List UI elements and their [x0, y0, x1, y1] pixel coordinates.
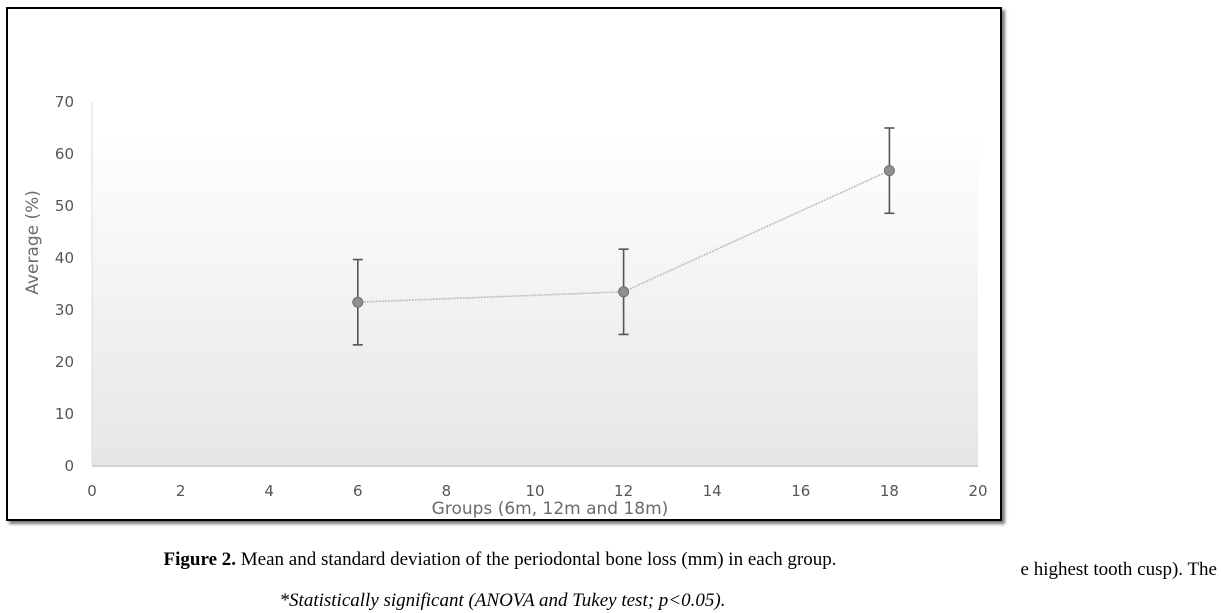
y-tick-label: 0 — [64, 457, 74, 475]
line-chart: 0 2 4 6 8 10 12 14 16 18 20 0 10 20 30 40 50 60 70 Groups … — [23, 93, 988, 519]
plot-area — [92, 132, 978, 466]
y-tick-label: 50 — [55, 197, 74, 215]
body-text-fragment: e highest tooth cusp). The — [1020, 559, 1217, 580]
chart-frame: 0 2 4 6 8 10 12 14 16 18 20 0 10 20 30 40 50 60 70 Groups … — [6, 7, 1002, 521]
y-tick-label: 10 — [55, 405, 74, 423]
data-point — [883, 165, 895, 177]
x-tick-label: 10 — [525, 482, 544, 500]
x-tick-label: 0 — [87, 482, 97, 500]
y-tick-label: 70 — [55, 93, 74, 111]
data-point — [618, 286, 630, 298]
y-tick-label: 40 — [55, 249, 74, 267]
x-tick-label: 2 — [176, 482, 186, 500]
x-tick-label: 6 — [353, 482, 363, 500]
y-tick-label: 20 — [55, 353, 74, 371]
y-tick-label: 60 — [55, 145, 74, 163]
x-tick-label: 8 — [442, 482, 452, 500]
x-tick-label: 20 — [968, 482, 987, 500]
x-tick-label: 14 — [703, 482, 722, 500]
data-point — [352, 296, 364, 308]
y-tick-label: 30 — [55, 301, 74, 319]
significance-note: *Statistically significant (ANOVA and Tu… — [279, 590, 726, 611]
x-tick-label: 18 — [880, 482, 899, 500]
x-tick-label: 16 — [791, 482, 810, 500]
x-tick-label: 4 — [264, 482, 274, 500]
y-axis-title: Average (%) — [23, 190, 43, 295]
series-line — [357, 169, 890, 303]
x-axis-title: Groups (6m, 12m and 18m) — [432, 499, 669, 519]
figure-caption: Figure 2. Mean and standard deviation of… — [0, 549, 1000, 571]
caption-label: Figure 2. — [163, 549, 237, 570]
caption-text: Mean and standard deviation of the perio… — [236, 549, 837, 570]
x-tick-label: 12 — [614, 482, 633, 500]
